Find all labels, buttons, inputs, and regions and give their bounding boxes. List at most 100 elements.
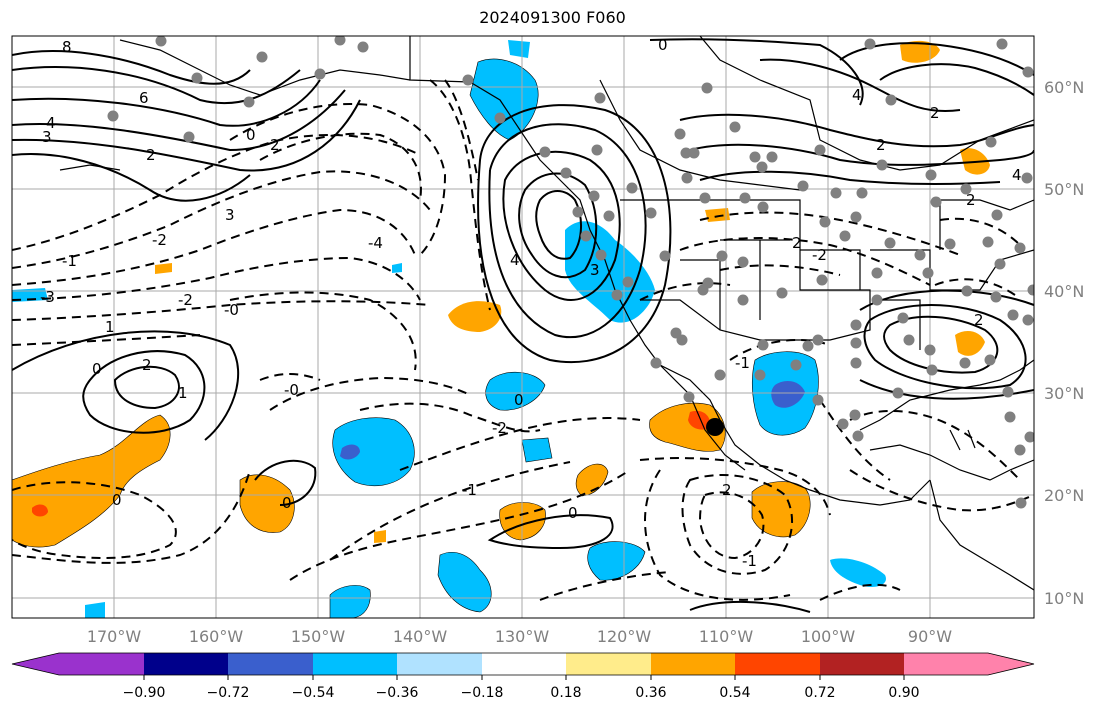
contour-label: 2	[792, 234, 802, 252]
colorbar-segment	[313, 653, 397, 675]
contour-label: 1	[105, 318, 115, 336]
contour-label: -2	[178, 291, 193, 309]
longitude-label: 120°W	[597, 627, 652, 646]
colorbar-segment	[820, 653, 904, 675]
longitude-label: 170°W	[87, 627, 142, 646]
latitude-label: 20°N	[1044, 486, 1084, 505]
colorbar-segment	[904, 653, 988, 675]
contour-label: 3	[590, 261, 600, 279]
contour-label: -1	[462, 481, 477, 499]
contour-label: 4	[1012, 166, 1022, 184]
blue-region	[771, 380, 805, 408]
colorbar-tick: −0.36	[376, 685, 419, 701]
colorbar-tick: 0.54	[719, 685, 750, 701]
colorbar-extend-min	[12, 653, 59, 675]
orange-region	[239, 474, 295, 533]
longitude-axis: 170°W 160°W 150°W 140°W 130°W 120°W 110°…	[87, 627, 952, 646]
contour-label: 6	[139, 89, 149, 107]
latitude-label: 60°N	[1044, 78, 1084, 97]
colorbar-tick: 0.90	[888, 685, 919, 701]
cyan-region	[485, 371, 546, 411]
colorbar-tick: 0.36	[635, 685, 666, 701]
colorbar-segment	[566, 653, 651, 675]
latitude-axis: 60°N 50°N 40°N 30°N 20°N 10°N	[1044, 78, 1084, 608]
contour-label: 2	[876, 136, 886, 154]
shaded-fields	[12, 40, 990, 618]
contour-label: 0	[92, 360, 102, 378]
colorbar-segment	[144, 653, 228, 675]
cyan-region	[830, 558, 886, 587]
colorbar-segment	[228, 653, 313, 675]
colorbar-tick: −0.18	[461, 685, 504, 701]
highlight-marker	[706, 418, 724, 436]
contour-label: 2	[142, 356, 152, 374]
contour-label: 0	[658, 36, 668, 54]
contour-label: 0	[568, 504, 578, 522]
colorbar-segment	[482, 653, 566, 675]
contour-label: 1	[178, 384, 188, 402]
orange-region	[374, 530, 386, 543]
contour-label: -3	[40, 288, 55, 306]
latitude-label: 30°N	[1044, 384, 1084, 403]
contour-label: -4	[368, 234, 383, 252]
longitude-label: 160°W	[189, 627, 244, 646]
orange-region	[705, 208, 730, 222]
contour-label: 2	[930, 104, 940, 122]
orange-region	[499, 502, 546, 541]
colorbar-extend-max	[988, 653, 1034, 675]
contour-label: -0	[224, 301, 239, 319]
longitude-label: 130°W	[495, 627, 550, 646]
cyan-region	[392, 263, 402, 273]
latitude-label: 40°N	[1044, 282, 1084, 301]
contour-label: 4	[852, 86, 862, 104]
contour-labels: 8 6 4 3 2 0 2 -2 3 -1 -3 -4 4 -2 -0 1 2 …	[40, 36, 1022, 570]
colorbar-outline	[11, 652, 1035, 676]
colorbar-tick: −0.72	[207, 685, 250, 701]
contour-label: 0	[514, 391, 524, 409]
orange-region	[751, 481, 811, 538]
contour-label: 0	[282, 494, 292, 512]
cyan-region	[469, 58, 539, 141]
cyan-region	[521, 437, 553, 463]
colorbar-tick: 0.18	[550, 685, 581, 701]
contour-label: 3	[42, 128, 52, 146]
longitude-label: 110°W	[699, 627, 754, 646]
cyan-region	[587, 541, 646, 581]
longitude-label: 150°W	[291, 627, 346, 646]
contour-label: -0	[284, 381, 299, 399]
blue-region	[340, 444, 360, 460]
contour-label: 8	[62, 38, 72, 56]
latitude-label: 10°N	[1044, 589, 1084, 608]
contour-label: -2	[812, 246, 827, 264]
orange-region	[448, 301, 502, 332]
colorbar-segment	[651, 653, 735, 675]
contour-label: 2	[270, 136, 280, 154]
longitude-label: 140°W	[393, 627, 448, 646]
colorbar-tick: −0.54	[292, 685, 335, 701]
contour-label: -2	[492, 419, 507, 437]
colorbar-segment	[59, 653, 144, 675]
contour-label: 4	[46, 114, 56, 132]
latitude-label: 50°N	[1044, 180, 1084, 199]
colorbar-segment	[735, 653, 820, 675]
contour-label: 2	[146, 146, 156, 164]
contour-label: 4	[510, 251, 520, 269]
cyan-region	[508, 40, 530, 58]
plot-frame	[11, 35, 1035, 619]
cyan-region	[85, 602, 105, 618]
colorbar-tick: 0.72	[804, 685, 835, 701]
contours-dashed	[12, 79, 1034, 601]
orange-region	[155, 263, 172, 274]
orange-region	[955, 330, 985, 356]
contour-label: -1	[742, 552, 757, 570]
contour-label: 0	[112, 491, 122, 509]
cyan-region	[332, 417, 415, 487]
red-region	[688, 410, 711, 430]
contour-label: -2	[152, 231, 167, 249]
contour-label: 3	[225, 206, 235, 224]
colorbar-tick: −0.90	[123, 685, 166, 701]
contour-label: 0	[246, 126, 256, 144]
colorbar: −0.90 −0.72 −0.54 −0.36 −0.18 0.18 0.36 …	[11, 652, 1035, 701]
contour-label: 2	[974, 311, 984, 329]
